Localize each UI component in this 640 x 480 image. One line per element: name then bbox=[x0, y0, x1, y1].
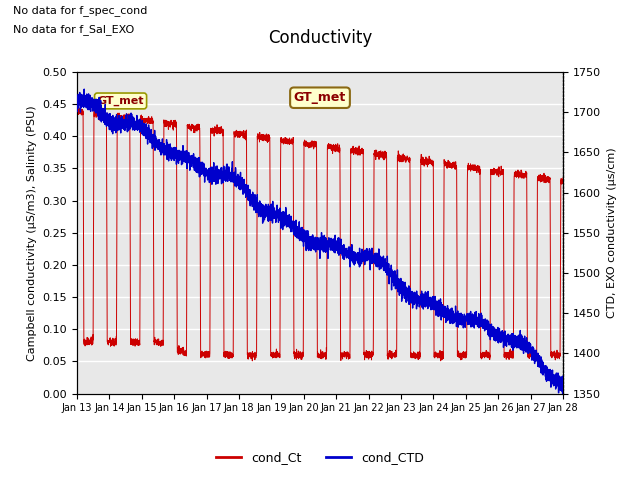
Text: No data for f_spec_cond: No data for f_spec_cond bbox=[13, 5, 147, 16]
Text: No data for f_Sal_EXO: No data for f_Sal_EXO bbox=[13, 24, 134, 35]
Text: GT_met: GT_met bbox=[97, 96, 144, 106]
Y-axis label: Campbell conductivity (µS/m3), Salinity (PSU): Campbell conductivity (µS/m3), Salinity … bbox=[27, 105, 36, 360]
Text: Conductivity: Conductivity bbox=[268, 29, 372, 47]
Legend: cond_Ct, cond_CTD: cond_Ct, cond_CTD bbox=[211, 446, 429, 469]
Y-axis label: CTD, EXO conductivity (µs/cm): CTD, EXO conductivity (µs/cm) bbox=[607, 147, 616, 318]
Text: GT_met: GT_met bbox=[294, 91, 346, 104]
